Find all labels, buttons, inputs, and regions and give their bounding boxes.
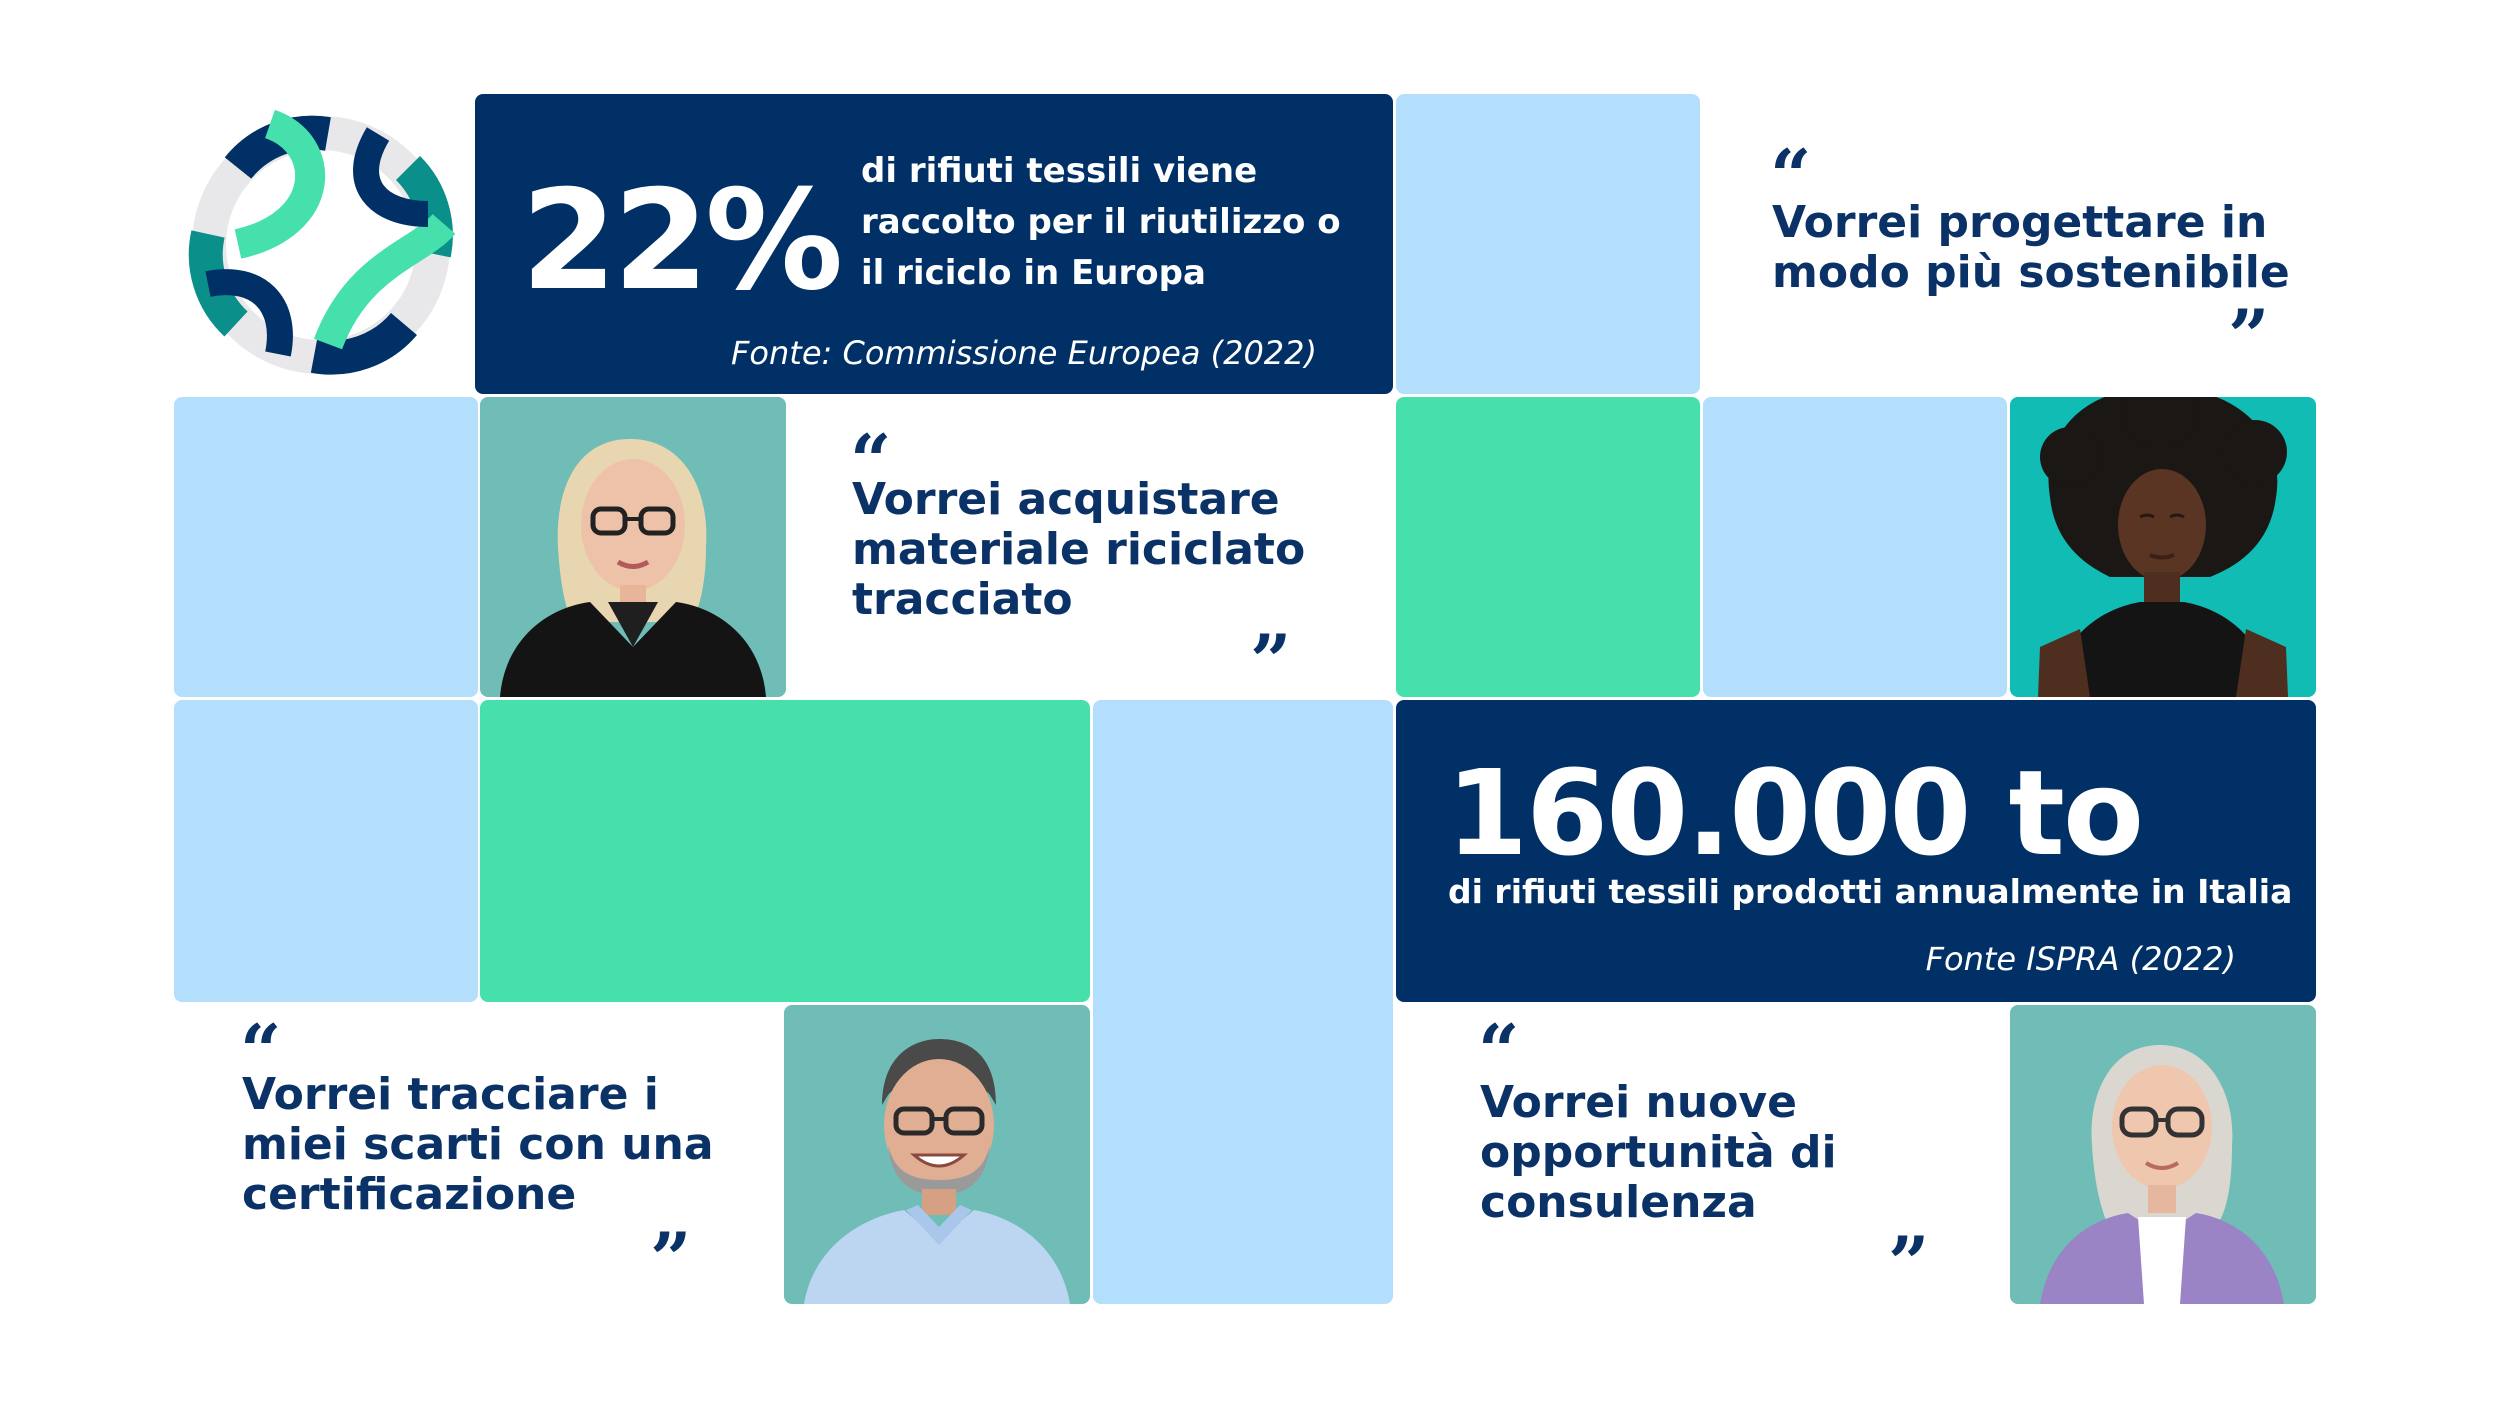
quote-line: Vorrei tracciare i bbox=[242, 1069, 659, 1120]
circular-knot-logo bbox=[188, 109, 456, 375]
man-glasses-smiling-photo bbox=[784, 1005, 1090, 1304]
quote-line: tracciato bbox=[852, 574, 1073, 625]
open-quote-icon: “ bbox=[1478, 1008, 1520, 1093]
open-quote-icon: “ bbox=[1770, 133, 1812, 218]
quote-line: consulenza bbox=[1480, 1177, 1757, 1228]
stat-desc-line: il riciclo in Europa bbox=[861, 253, 1206, 293]
quote-line: opportunità di bbox=[1480, 1127, 1837, 1178]
stat-value: 22% bbox=[521, 160, 843, 321]
close-quote-icon: ” bbox=[650, 1216, 692, 1301]
color-tile bbox=[1093, 700, 1393, 1304]
color-tile bbox=[174, 397, 478, 697]
quote-line: materiale riciclato bbox=[852, 524, 1306, 575]
stat-desc: di rifiuti tessili prodotti annualmente … bbox=[1448, 872, 2293, 911]
color-tile bbox=[174, 700, 478, 1002]
quote-consulting-opportunities: “ Vorrei nuove opportunità di consulenza… bbox=[1478, 1008, 1958, 1299]
open-quote-icon: “ bbox=[850, 418, 892, 503]
quote-line: miei scarti con una bbox=[242, 1119, 714, 1170]
color-tile bbox=[1396, 94, 1700, 394]
woman-gray-hair-glasses-photo bbox=[2010, 1005, 2316, 1304]
quote-traced-recycled-material: “ Vorrei acquistare materiale riciclato … bbox=[850, 418, 1305, 697]
quote-sustainable-design: “ Vorrei progettare in modo più sostenib… bbox=[1770, 133, 2290, 378]
woman-glasses-blonde-photo bbox=[480, 397, 786, 697]
close-quote-icon: ” bbox=[1250, 618, 1292, 703]
close-quote-icon: ” bbox=[2228, 293, 2270, 378]
stat-value: 160.000 to bbox=[1446, 744, 2144, 882]
close-quote-icon: ” bbox=[1888, 1220, 1930, 1305]
quote-line: Vorrei acquistare bbox=[852, 474, 1280, 525]
stat-card-160000-to: 160.000 to di rifiuti tessili prodotti a… bbox=[1396, 700, 2316, 1002]
stat-source: Fonte: Commissione Europea (2022) bbox=[731, 334, 1317, 372]
quote-line: Vorrei nuove bbox=[1480, 1077, 1797, 1128]
stat-card-22-percent: 22% di rifiuti tessili viene raccolto pe… bbox=[475, 94, 1393, 394]
stat-desc-line: di rifiuti tessili viene bbox=[861, 151, 1258, 191]
stat-source: Fonte ISPRA (2022) bbox=[1925, 940, 2236, 978]
quote-certified-scrap-tracking: “ Vorrei tracciare i miei scarti con una… bbox=[240, 1008, 714, 1295]
color-tile bbox=[1396, 397, 1700, 697]
color-tile bbox=[480, 700, 1090, 1002]
quote-line: modo più sostenibile bbox=[1772, 247, 2290, 298]
quote-line: Vorrei progettare in bbox=[1772, 197, 2268, 248]
open-quote-icon: “ bbox=[240, 1008, 282, 1093]
stat-desc-line: raccolto per il riutilizzo o bbox=[861, 202, 1341, 242]
woman-curly-hair-photo bbox=[2010, 397, 2316, 697]
quote-line: certificazione bbox=[242, 1169, 577, 1220]
color-tile bbox=[1703, 397, 2007, 697]
